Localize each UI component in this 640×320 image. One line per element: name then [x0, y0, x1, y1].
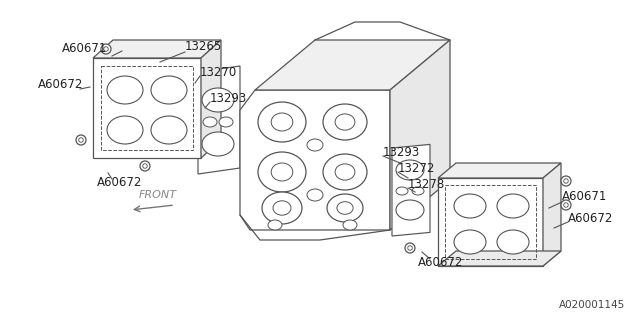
Circle shape	[79, 138, 83, 142]
Ellipse shape	[497, 230, 529, 254]
Circle shape	[76, 135, 86, 145]
Text: 13272: 13272	[398, 162, 435, 174]
Ellipse shape	[396, 200, 424, 220]
Polygon shape	[93, 58, 201, 158]
Ellipse shape	[219, 117, 233, 127]
Text: A60672: A60672	[38, 78, 83, 92]
Ellipse shape	[497, 194, 529, 218]
Polygon shape	[438, 163, 561, 178]
Ellipse shape	[107, 76, 143, 104]
Text: A60672: A60672	[97, 177, 142, 189]
Text: A60671: A60671	[62, 42, 108, 54]
Ellipse shape	[396, 160, 424, 180]
Text: FRONT: FRONT	[139, 190, 177, 200]
Ellipse shape	[454, 194, 486, 218]
Text: A60672: A60672	[568, 212, 613, 225]
Circle shape	[405, 243, 415, 253]
Circle shape	[561, 200, 571, 210]
Ellipse shape	[307, 139, 323, 151]
Ellipse shape	[337, 202, 353, 214]
Text: 13278: 13278	[408, 178, 445, 190]
Ellipse shape	[273, 201, 291, 215]
Text: 13293: 13293	[383, 146, 420, 158]
Circle shape	[564, 203, 568, 207]
Polygon shape	[198, 66, 240, 174]
Polygon shape	[390, 40, 450, 230]
Text: A60672: A60672	[418, 255, 463, 268]
Circle shape	[561, 176, 571, 186]
Ellipse shape	[327, 194, 363, 222]
Text: A60671: A60671	[562, 190, 607, 204]
Ellipse shape	[151, 116, 187, 144]
Polygon shape	[201, 40, 221, 158]
Circle shape	[101, 44, 111, 54]
Polygon shape	[438, 178, 543, 266]
Ellipse shape	[202, 132, 234, 156]
Ellipse shape	[258, 152, 306, 192]
Ellipse shape	[151, 76, 187, 104]
Ellipse shape	[202, 88, 234, 112]
Polygon shape	[240, 90, 390, 230]
Circle shape	[104, 47, 108, 51]
Circle shape	[140, 161, 150, 171]
Ellipse shape	[323, 154, 367, 190]
Ellipse shape	[271, 113, 293, 131]
Polygon shape	[543, 163, 561, 266]
Ellipse shape	[343, 220, 357, 230]
Circle shape	[564, 179, 568, 183]
Text: 13293: 13293	[210, 92, 247, 105]
Circle shape	[408, 246, 412, 250]
Ellipse shape	[262, 192, 302, 224]
Circle shape	[143, 164, 147, 168]
Polygon shape	[392, 144, 430, 236]
Ellipse shape	[268, 220, 282, 230]
Text: A020001145: A020001145	[559, 300, 625, 310]
Polygon shape	[255, 40, 450, 90]
Ellipse shape	[271, 163, 293, 181]
Text: 13265: 13265	[185, 41, 222, 53]
Ellipse shape	[323, 104, 367, 140]
Ellipse shape	[412, 187, 424, 195]
Polygon shape	[438, 251, 561, 266]
Ellipse shape	[396, 187, 408, 195]
Polygon shape	[93, 40, 221, 58]
Text: 13270: 13270	[200, 66, 237, 78]
Ellipse shape	[258, 102, 306, 142]
Ellipse shape	[335, 114, 355, 130]
Ellipse shape	[454, 230, 486, 254]
Ellipse shape	[335, 164, 355, 180]
Ellipse shape	[107, 116, 143, 144]
Ellipse shape	[203, 117, 217, 127]
Ellipse shape	[307, 189, 323, 201]
